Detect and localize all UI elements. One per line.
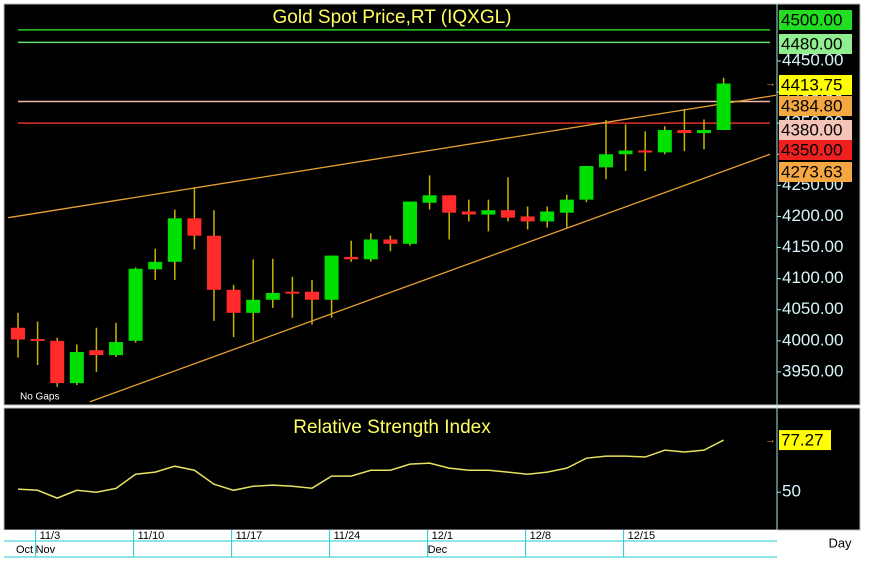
candle-body: [148, 261, 163, 270]
annotation: No Gaps: [20, 392, 59, 403]
price-label-box: [779, 10, 852, 30]
price-label: 4413.75: [781, 75, 842, 94]
candle-body: [187, 218, 202, 236]
candle-body: [89, 350, 104, 356]
rsi-line: [17, 439, 724, 499]
candle-body: [520, 216, 535, 222]
candle-body: [265, 292, 280, 300]
candle-body: [599, 154, 613, 168]
price-arrow: →: [765, 77, 776, 89]
candle-body: [677, 129, 692, 134]
candle-body: [324, 255, 339, 300]
candle-body: [540, 211, 555, 222]
y-tick-label: 4100.00: [782, 268, 843, 287]
x-tick-label: 11/24: [334, 530, 361, 542]
candle-body: [481, 210, 496, 215]
month-label: Nov: [36, 544, 56, 556]
date-strip: [4, 530, 777, 557]
x-axis-label: Day: [828, 535, 852, 550]
candle-body: [363, 239, 378, 260]
price-label: 4350.00: [781, 140, 842, 159]
candle-body: [501, 210, 515, 218]
price-label-box: [779, 75, 852, 95]
trendline: [89, 153, 771, 403]
candle-body: [716, 83, 731, 130]
candle-body: [618, 150, 633, 155]
price-label: 4273.63: [781, 162, 842, 181]
candle-body: [559, 199, 574, 213]
rsi-panel: [3, 407, 861, 531]
candle-body: [442, 195, 457, 213]
rsi-title: Relative Strength Index: [293, 417, 491, 438]
price-label: 4384.80: [781, 96, 842, 115]
candle-body: [246, 299, 261, 313]
candle-body: [403, 201, 417, 244]
y-tick-label: 4000.00: [782, 330, 843, 349]
candle-body: [69, 352, 84, 384]
price-label-box: [779, 140, 852, 160]
candle-body: [109, 342, 123, 356]
month-label: Dec: [428, 544, 448, 556]
candle-body: [305, 291, 319, 300]
price-label-box: [779, 120, 852, 140]
rsi-arrow: →: [765, 434, 776, 446]
y-tick-label: 3950.00: [782, 361, 843, 380]
x-tick-label: 11/10: [138, 530, 165, 542]
x-tick-label: 12/8: [530, 530, 551, 542]
candle-body: [30, 338, 45, 341]
rsi-label: 77.27: [781, 431, 824, 450]
candle-body: [657, 129, 672, 153]
candle-body: [422, 195, 437, 203]
candle-body: [167, 218, 182, 262]
candle-body: [697, 129, 711, 134]
candle-body: [207, 235, 221, 290]
candle-body: [383, 239, 398, 244]
y-tick-label: 4200.00: [782, 206, 843, 225]
y-tick-label: 4450.00: [782, 50, 843, 69]
price-label-box: [779, 162, 852, 182]
price-label: 4500.00: [781, 10, 842, 29]
candle-body: [226, 289, 241, 313]
x-tick-label: 12/15: [628, 530, 656, 542]
candle-body: [50, 340, 65, 384]
x-tick-label: 11/17: [236, 530, 263, 542]
candle-body: [638, 150, 653, 153]
x-tick-label: 11/3: [40, 530, 61, 542]
candle-body: [461, 211, 476, 215]
y-tick-label: 50: [782, 482, 801, 501]
candle-body: [579, 166, 594, 200]
candle-body: [128, 268, 143, 341]
chart-title: Gold Spot Price,RT (IQXGL): [273, 7, 512, 28]
plot-area: [8, 29, 776, 403]
candle-body: [11, 327, 25, 340]
price-label: 4480.00: [781, 34, 842, 53]
trendline: [8, 94, 776, 219]
candle-body: [344, 256, 359, 260]
price-label-box: [779, 34, 852, 54]
price-panel: [3, 3, 861, 406]
rsi-label-box: [779, 430, 831, 451]
x-tick-label: 12/1: [432, 530, 453, 542]
candle-body: [285, 291, 300, 294]
price-label-box: [779, 96, 852, 116]
y-tick-label: 4050.00: [782, 299, 843, 318]
price-label: 4380.00: [781, 120, 842, 139]
month-label: Oct: [16, 544, 33, 556]
y-tick-label: 4150.00: [782, 237, 843, 256]
